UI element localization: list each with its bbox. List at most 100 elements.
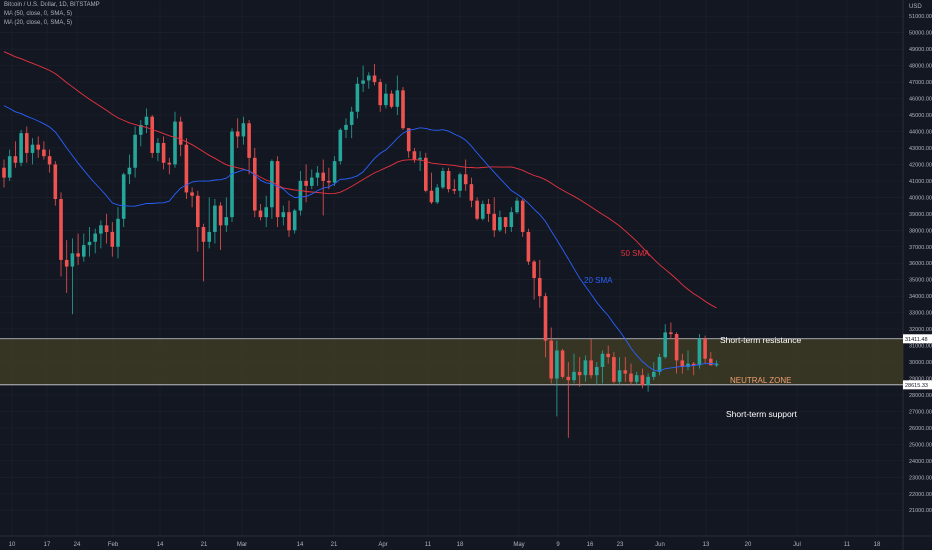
candle-body xyxy=(566,376,571,381)
y-tick-label: 31000.00 xyxy=(909,344,932,350)
candle-body xyxy=(287,212,291,231)
candle-body xyxy=(93,233,97,242)
x-tick-label: 16 xyxy=(587,542,594,548)
candle-body xyxy=(412,151,417,160)
candle-body xyxy=(207,231,211,242)
support-price-tag xyxy=(903,380,932,390)
candle-body xyxy=(47,156,52,165)
candle-body xyxy=(543,296,548,341)
candle-body xyxy=(116,218,120,247)
candle-body xyxy=(133,134,137,168)
candle-body xyxy=(2,167,6,178)
candle-body xyxy=(292,210,297,231)
y-tick-label: 29000.00 xyxy=(909,376,932,382)
resistance-price-tag xyxy=(903,334,932,344)
candle-body xyxy=(395,90,400,107)
candle-body xyxy=(532,261,536,279)
candle-body xyxy=(703,338,707,359)
candle-body xyxy=(577,371,582,376)
y-tick-label: 25000.00 xyxy=(909,442,932,448)
y-tick-label: 47000.00 xyxy=(909,80,932,86)
candle-body xyxy=(441,171,445,188)
candle-body xyxy=(224,217,229,226)
candle-body xyxy=(572,371,576,381)
candle-body xyxy=(401,90,405,129)
candle-body xyxy=(674,334,679,361)
candle-body xyxy=(321,172,325,181)
resistance-label: Short-term resistance xyxy=(720,335,802,345)
candle-body xyxy=(196,195,200,228)
candle-body xyxy=(121,174,126,219)
candle-body xyxy=(87,241,92,246)
candle-body xyxy=(367,75,371,81)
candle-body xyxy=(213,205,217,232)
x-tick-label: 18 xyxy=(457,542,464,548)
candle-body xyxy=(53,164,58,200)
candle-body xyxy=(469,184,474,201)
y-tick-label: 48000.00 xyxy=(909,64,932,70)
resistance-price-tag-label: 31411.48 xyxy=(905,337,928,343)
candle-body xyxy=(652,371,656,377)
y-tick-label: 24000.00 xyxy=(909,459,932,465)
candle-body xyxy=(520,200,525,232)
candle-body xyxy=(458,174,462,191)
y-tick-label: 36000.00 xyxy=(909,261,932,267)
candle-body xyxy=(606,353,610,358)
candle-body xyxy=(435,187,439,203)
candle-body xyxy=(646,376,650,386)
candle-body xyxy=(623,370,628,374)
candle-body xyxy=(36,144,40,150)
candle-body xyxy=(389,93,394,107)
candle-body xyxy=(418,157,422,160)
candle-body xyxy=(150,116,154,153)
x-tick-label: 23 xyxy=(617,542,624,548)
candle-body xyxy=(104,225,109,232)
candle-body xyxy=(589,360,593,376)
candle-body xyxy=(406,128,411,152)
candle-body xyxy=(64,259,69,267)
sma20-line xyxy=(3,105,717,372)
y-tick-label: 21000.00 xyxy=(909,508,932,514)
y-tick-label: 27000.00 xyxy=(909,409,932,415)
candle-body xyxy=(686,363,690,367)
y-tick-label: 22000.00 xyxy=(909,492,932,498)
y-tick-label: 39000.00 xyxy=(909,212,932,218)
candle-body xyxy=(486,203,491,214)
x-tick-label: 18 xyxy=(874,542,881,548)
candle-body xyxy=(218,205,223,226)
candle-body xyxy=(492,213,496,231)
y-tick-label: 28000.00 xyxy=(909,393,932,399)
candle-body xyxy=(657,357,662,372)
candle-body xyxy=(663,332,667,358)
candle-body xyxy=(332,161,337,183)
x-tick-label: 9 xyxy=(556,542,560,548)
x-tick-label: 13 xyxy=(703,542,710,548)
y-tick-label: 51000.00 xyxy=(909,14,932,20)
sma50-label: 50 SMA xyxy=(621,249,650,258)
candle-body xyxy=(13,156,18,163)
candle-body xyxy=(349,111,354,125)
candle-body xyxy=(378,82,382,106)
y-tick-label: 34000.00 xyxy=(909,294,932,300)
candle-body xyxy=(304,180,308,186)
candle-body xyxy=(59,199,63,260)
x-tick-label: Jun xyxy=(655,542,665,548)
x-tick-label: Apr xyxy=(378,542,387,548)
candle-body xyxy=(629,373,633,382)
y-tick-label: 23000.00 xyxy=(909,475,932,481)
candle-body xyxy=(30,144,35,153)
candle-body xyxy=(617,370,622,382)
candle-body xyxy=(475,200,479,219)
candle-body xyxy=(429,190,434,203)
candle-body xyxy=(178,121,183,145)
y-tick-label: 40000.00 xyxy=(909,195,932,201)
candle-body xyxy=(355,83,360,112)
candle-body xyxy=(253,157,257,211)
candle-body xyxy=(201,227,206,242)
zone-label: NEUTRAL ZONE xyxy=(730,376,792,385)
y-tick-label: 41000.00 xyxy=(909,179,932,185)
legend-ma50: MA (50, close, 0, SMA, 5) xyxy=(4,11,73,17)
candle-body xyxy=(338,129,343,162)
candle-body xyxy=(714,363,719,366)
